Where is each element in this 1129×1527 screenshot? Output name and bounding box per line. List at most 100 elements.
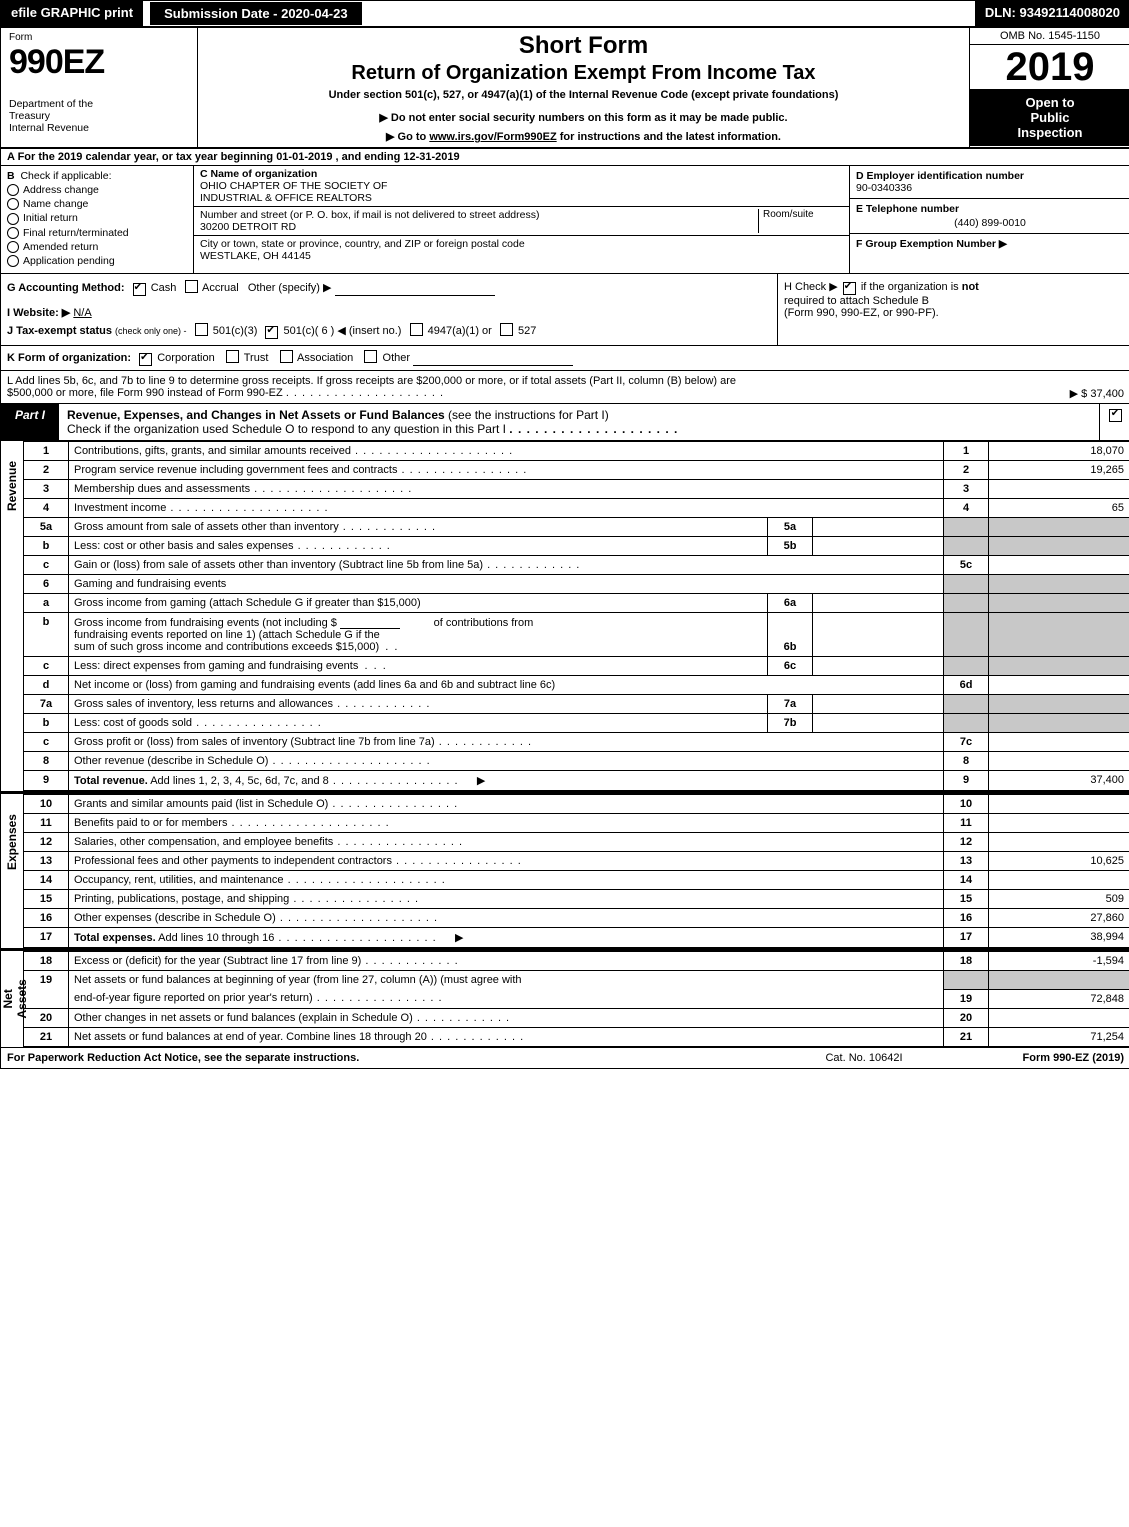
line-6c: c Less: direct expenses from gaming and … — [24, 657, 1129, 676]
tel-label: E Telephone number — [856, 203, 1124, 215]
section-j: J Tax-exempt status (check only one) - 5… — [7, 323, 771, 339]
amount-14 — [989, 871, 1129, 890]
j-label: J Tax-exempt status — [7, 325, 112, 337]
other-org-blank[interactable] — [413, 353, 573, 366]
chk-amended-return[interactable]: Amended return — [7, 241, 187, 253]
group-exemption-label: F Group Exemption Number ▶ — [856, 238, 1007, 250]
chk-name-change[interactable]: Name change — [7, 198, 187, 210]
footer-form-id: Form 990-EZ (2019) — [944, 1052, 1124, 1064]
amount-16: 27,860 — [989, 909, 1129, 928]
expenses-section: Expenses 10 Grants and similar amounts p… — [1, 792, 1129, 949]
section-b: B Check if applicable: Address change Na… — [1, 166, 194, 273]
amount-5c — [989, 556, 1129, 575]
open-line-1: Open to — [970, 95, 1129, 110]
section-g: G Accounting Method: Cash Accrual Other … — [7, 280, 771, 296]
website-value: N/A — [73, 307, 91, 319]
ein-value: 90-0340336 — [856, 182, 1124, 194]
dots-filler — [286, 387, 444, 399]
amount-21: 71,254 — [989, 1027, 1129, 1046]
amount-7c — [989, 733, 1129, 752]
line-13: 13 Professional fees and other payments … — [24, 852, 1129, 871]
line-15: 15 Printing, publications, postage, and … — [24, 890, 1129, 909]
expenses-vertical-label: Expenses — [1, 794, 24, 948]
amount-12 — [989, 833, 1129, 852]
part-1-label: Part I — [1, 404, 59, 440]
open-line-2: Public — [970, 110, 1129, 125]
checkbox-501c[interactable] — [265, 326, 278, 339]
line-4: 4 Investment income 4 65 — [24, 499, 1129, 518]
l-amount: ▶ $ 37,400 — [1070, 387, 1124, 400]
section-d-e-f: D Employer identification number 90-0340… — [849, 166, 1129, 273]
circle-icon — [7, 255, 19, 267]
telephone-row: E Telephone number (440) 899-0010 — [850, 199, 1129, 234]
part-1-header: Part I Revenue, Expenses, and Changes in… — [1, 404, 1129, 441]
amount-20 — [989, 1008, 1129, 1027]
checkbox-4947[interactable] — [410, 323, 423, 336]
line-6b: b Gross income from fundraising events (… — [24, 613, 1129, 657]
line-7a: 7a Gross sales of inventory, less return… — [24, 695, 1129, 714]
net-assets-table: 18 Excess or (deficit) for the year (Sub… — [24, 951, 1129, 1047]
amount-3 — [989, 480, 1129, 499]
form-container: efile GRAPHIC print Submission Date - 20… — [0, 0, 1129, 1069]
header-left: Form 990EZ Department of the Treasury In… — [1, 28, 198, 147]
amount-13: 10,625 — [989, 852, 1129, 871]
checkbox-cash[interactable] — [133, 283, 146, 296]
line-17: 17 Total expenses. Add lines 10 through … — [24, 928, 1129, 948]
line-20: 20 Other changes in net assets or fund b… — [24, 1008, 1129, 1027]
checkbox-schedule-b[interactable] — [843, 282, 856, 295]
chk-initial-return[interactable]: Initial return — [7, 212, 187, 224]
section-h: H Check ▶ if the organization is not req… — [777, 274, 1129, 345]
title-goto: ▶ Go to www.irs.gov/Form990EZ for instru… — [204, 130, 963, 143]
chk-application-pending[interactable]: Application pending — [7, 255, 187, 267]
section-k: K Form of organization: Corporation Trus… — [1, 346, 1129, 371]
header-right: OMB No. 1545-1150 2019 Open to Public In… — [969, 28, 1129, 147]
line-8: 8 Other revenue (describe in Schedule O)… — [24, 752, 1129, 771]
other-specify-blank[interactable] — [335, 283, 495, 296]
checkbox-schedule-o-part1[interactable] — [1109, 409, 1122, 422]
line-19b: end-of-year figure reported on prior yea… — [24, 989, 1129, 1008]
line-7c: c Gross profit or (loss) from sales of i… — [24, 733, 1129, 752]
efile-print-label[interactable]: efile GRAPHIC print — [1, 1, 143, 26]
checkbox-501c3[interactable] — [195, 323, 208, 336]
section-c: C Name of organization OHIO CHAPTER OF T… — [194, 166, 849, 273]
checkbox-other-org[interactable] — [364, 350, 377, 363]
amount-18: -1,594 — [989, 952, 1129, 971]
open-to-public-box: Open to Public Inspection — [970, 89, 1129, 146]
title-ssn-note: ▶ Do not enter social security numbers o… — [204, 111, 963, 124]
chk-final-return[interactable]: Final return/terminated — [7, 227, 187, 239]
form-number: 990EZ — [9, 43, 189, 82]
org-name-1: OHIO CHAPTER OF THE SOCIETY OF — [200, 180, 843, 192]
city-label: City or town, state or province, country… — [200, 238, 843, 250]
6b-amount-blank[interactable] — [340, 616, 400, 629]
checkbox-association[interactable] — [280, 350, 293, 363]
checkbox-trust[interactable] — [226, 350, 239, 363]
i-label: I Website: ▶ — [7, 307, 70, 319]
footer-paperwork-notice: For Paperwork Reduction Act Notice, see … — [7, 1052, 784, 1064]
revenue-section: Revenue 1 Contributions, gifts, grants, … — [1, 441, 1129, 792]
net-assets-vertical-label: Net Assets — [1, 951, 24, 1047]
checkbox-accrual[interactable] — [185, 280, 198, 293]
form-word: Form — [9, 32, 189, 43]
chk-address-change[interactable]: Address change — [7, 184, 187, 196]
checkbox-corporation[interactable] — [139, 353, 152, 366]
irs-link[interactable]: www.irs.gov/Form990EZ — [429, 131, 556, 143]
street-label: Number and street (or P. O. box, if mail… — [200, 209, 758, 221]
amount-6d — [989, 676, 1129, 695]
dept-line-3: Internal Revenue — [9, 122, 189, 134]
title-short-form: Short Form — [204, 32, 963, 60]
line-12: 12 Salaries, other compensation, and emp… — [24, 833, 1129, 852]
line-5b: b Less: cost or other basis and sales ex… — [24, 537, 1129, 556]
dots-filler — [509, 422, 678, 436]
amount-4: 65 — [989, 499, 1129, 518]
part-1-checkbox-cell — [1099, 404, 1129, 440]
circle-icon — [7, 198, 19, 210]
check-if-applicable: Check if applicable: — [20, 170, 111, 182]
revenue-vertical-label: Revenue — [1, 441, 24, 791]
section-i: I Website: ▶ N/A — [7, 306, 771, 319]
checkbox-527[interactable] — [500, 323, 513, 336]
amount-10 — [989, 795, 1129, 814]
line-21: 21 Net assets or fund balances at end of… — [24, 1027, 1129, 1046]
dept-line-2: Treasury — [9, 110, 189, 122]
part-1-check-text: Check if the organization used Schedule … — [67, 422, 506, 436]
line-16: 16 Other expenses (describe in Schedule … — [24, 909, 1129, 928]
